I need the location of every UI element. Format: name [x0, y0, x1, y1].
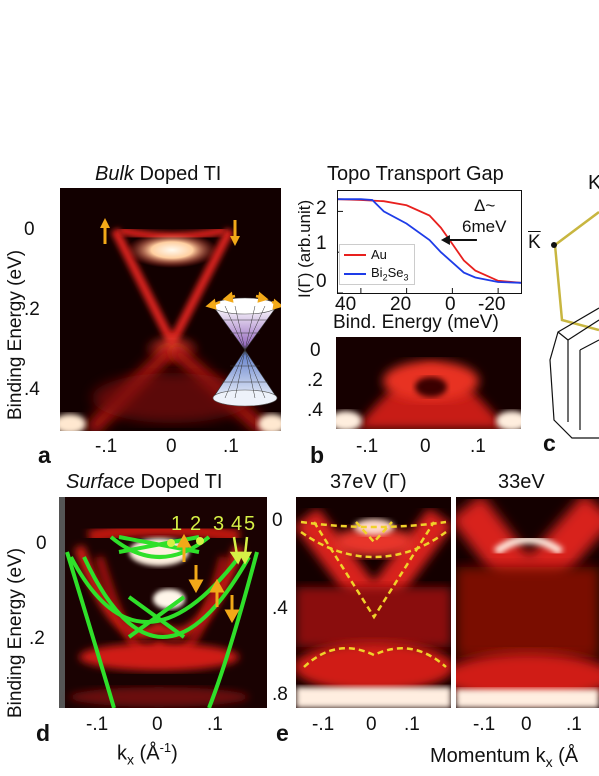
panel-e-xlabel: Momentum kx (Å — [430, 745, 579, 770]
panel-a-ytick-1: .2 — [24, 299, 40, 320]
dirac-cone-icon — [205, 291, 281, 407]
panel-e-title-1: 37eV (Γ) — [330, 471, 407, 493]
gap-arrow-icon — [440, 234, 477, 245]
panel-a-ytick-2: .4 — [24, 379, 40, 400]
panel-d-xtick-1: 0 — [152, 714, 163, 735]
arrow-up-icon — [100, 218, 110, 244]
panel-e-letter: e — [276, 720, 289, 746]
panel-b-xlabel: Bind. Energy (meV) — [333, 312, 499, 333]
panel-b-xtick-1: 20 — [390, 294, 412, 315]
panel-d-ylabel: Binding Energy (eV) — [5, 547, 26, 718]
panel-d-arrow-down2-icon — [224, 595, 240, 624]
panel-e-ytick-0: 0 — [272, 510, 283, 531]
panel-e-ytick-2: .8 — [272, 684, 288, 705]
panel-d-arpes-image — [59, 497, 267, 708]
panel-d-xtick-0: -.1 — [86, 714, 109, 735]
panel-a-title: Bulk Doped TI — [95, 163, 222, 185]
panel-c-kbar: K — [528, 232, 541, 253]
series-line-bi2se3 — [338, 198, 522, 284]
panel-b-xtick-2: 0 — [445, 294, 456, 315]
panel-e-xtick2-1: 0 — [521, 714, 532, 735]
panel-e-xtick1-0: -.1 — [312, 714, 335, 735]
panel-d-xlabel: kx (Å-1) — [117, 740, 178, 768]
panel-b-xtick-3: -20 — [478, 294, 506, 315]
panel-d-letter: d — [36, 720, 51, 746]
panel-c-label-k: K — [588, 172, 599, 194]
legend-bise-swatch — [344, 273, 366, 275]
panel-d-title: Surface Doped TI — [66, 471, 223, 493]
panel-e-ytick-1: .4 — [272, 598, 288, 619]
panel-b-inset-xtick-0: -.1 — [356, 436, 379, 457]
panel-a-xtick-0: -.1 — [95, 436, 118, 457]
legend-au-swatch — [344, 254, 366, 256]
panel-e-xtick1-1: 0 — [366, 714, 377, 735]
panel-d-band-1: 1 — [171, 513, 183, 535]
panel-e-xtick2-2: .1 — [566, 714, 582, 735]
panel-b-inset-xtick-1: 0 — [420, 436, 431, 457]
panel-b-inset-arpes — [336, 337, 521, 429]
panel-d-band-5: 5 — [244, 513, 256, 535]
panel-d-arrow-up-icon — [176, 533, 192, 562]
panel-b-ytick-0: 2 — [316, 198, 327, 219]
panel-b-annot-value: 6meV — [462, 217, 507, 236]
panel-d-ytick-0: 0 — [36, 533, 47, 554]
panel-b-ytick-2: 0 — [316, 271, 327, 292]
panel-b-inset-ytick-0: 0 — [310, 340, 321, 361]
panel-e-title-2: 33eV — [498, 471, 545, 493]
panel-b-annot-delta: Δ~ — [474, 196, 496, 215]
panel-b-ytick-1: 1 — [316, 233, 327, 254]
panel-a-xtick-1: 0 — [166, 436, 177, 457]
panel-d-band-4: 4 — [231, 513, 243, 535]
panel-a-letter: a — [38, 442, 51, 468]
panel-a-ytick-0: 0 — [24, 219, 35, 240]
arrow-down-icon — [230, 220, 240, 246]
panel-d-band-3: 3 — [213, 513, 225, 535]
panel-a-arpes-image — [60, 188, 281, 431]
panel-b-letter: b — [310, 442, 325, 468]
panel-d-arrow-down-icon — [188, 565, 204, 594]
panel-d-xtick-2: .1 — [207, 714, 223, 735]
panel-a-xtick-2: .1 — [223, 436, 239, 457]
panel-e-arpes-33ev — [456, 497, 599, 708]
panel-b-xtick-0: 40 — [335, 294, 357, 315]
panel-d-arrow-up2-icon — [209, 578, 225, 607]
panel-c-letter: c — [543, 430, 556, 456]
panel-b-inset-ytick-2: .4 — [307, 400, 323, 421]
panel-e-xtick2-0: -.1 — [473, 714, 496, 735]
panel-b-title: Topo Transport Gap — [327, 163, 504, 185]
panel-c-brillouin-zone — [549, 211, 599, 439]
panel-b-inset-xtick-2: .1 — [470, 436, 486, 457]
panel-b-inset-ytick-1: .2 — [307, 370, 323, 391]
panel-e-separator — [451, 497, 456, 708]
legend-bise-label: Bi2Se3 — [371, 265, 409, 283]
legend-au-label: Au — [371, 247, 387, 262]
series-line-au — [337, 198, 522, 284]
panel-d-band-2: 2 — [190, 513, 202, 535]
panel-b-ylabel: I(Γ) (arb.unit) — [295, 199, 314, 298]
panel-e-xtick1-2: .1 — [404, 714, 420, 735]
panel-b-legend: Au Bi2Se3 — [339, 244, 415, 285]
panel-d-ytick-1: .2 — [29, 628, 45, 649]
panel-e-arpes-37ev — [296, 497, 451, 708]
